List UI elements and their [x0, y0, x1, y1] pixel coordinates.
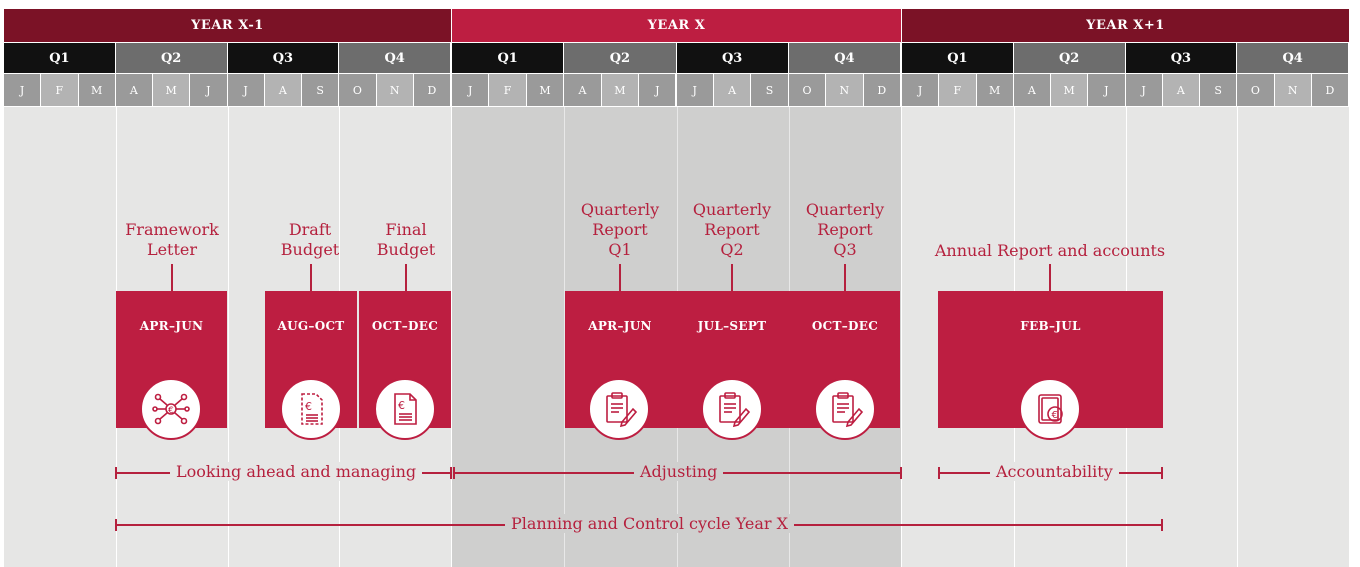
month-label: A — [713, 74, 751, 106]
month-label: J — [902, 74, 939, 106]
quarter-label: Q4 — [1237, 43, 1348, 73]
month-label: A — [115, 74, 152, 106]
quarter-label: Q1 — [4, 43, 115, 73]
label-quarterly-report-q1: Quarterly Report Q1 — [580, 200, 660, 259]
phase-accountability-end-tick — [1161, 467, 1163, 479]
quarter-label: Q2 — [115, 43, 227, 73]
month-label: A — [264, 74, 301, 106]
euro-document-icon: € — [280, 378, 342, 440]
month-label: J — [639, 74, 676, 106]
network-euro-icon: € — [140, 378, 202, 440]
phase-adjusting-label: Adjusting — [634, 462, 724, 481]
month-label: S — [302, 74, 339, 106]
label-framework-letter: Framework Letter — [125, 220, 219, 259]
month-label: F — [489, 74, 526, 106]
quarter-label: Q4 — [339, 43, 450, 73]
svg-text:€: € — [1052, 410, 1058, 421]
quarter-label: Q3 — [1125, 43, 1237, 73]
month-label: F — [41, 74, 78, 106]
month-label: M — [976, 74, 1013, 106]
connector-framework — [171, 264, 173, 291]
month-label: A — [564, 74, 601, 106]
month-label: J — [227, 74, 264, 106]
label-quarterly-report-q2: Quarterly Report Q2 — [692, 200, 772, 259]
quarter-label: Q1 — [452, 43, 564, 73]
month-label: J — [1088, 74, 1125, 106]
connector-annual — [1049, 264, 1051, 291]
box-label-jul-sept: JUL–SEPT — [697, 319, 767, 333]
month-label: J — [1125, 74, 1162, 106]
quarter-gridline — [564, 107, 566, 567]
clipboard-pen-icon — [588, 378, 650, 440]
clipboard-pen-icon — [814, 378, 876, 440]
quarter-gridline — [1237, 107, 1239, 567]
quarter-label: Q3 — [676, 43, 788, 73]
svg-text:€: € — [398, 399, 405, 412]
connector-qr2 — [731, 264, 733, 291]
box-label-apr-jun-1: APR–JUN — [139, 319, 204, 333]
phase-looking-ahead-label: Looking ahead and managing — [170, 462, 423, 481]
phase-ahead-end-tick — [450, 467, 452, 479]
month-label: D — [413, 74, 450, 106]
phase-accountability-label: Accountability — [990, 462, 1119, 481]
quarter-label: Q4 — [788, 43, 900, 73]
box-label-oct-dec-1: OCT–DEC — [371, 319, 439, 333]
month-label: M — [153, 74, 190, 106]
year-header-x-plus-1: YEAR X+1 — [902, 9, 1349, 42]
month-label: F — [939, 74, 976, 106]
svg-text:€: € — [168, 406, 174, 416]
month-label: J — [190, 74, 227, 106]
quarter-label: Q2 — [564, 43, 676, 73]
label-quarterly-report-q3: Quarterly Report Q3 — [805, 200, 885, 259]
month-label: O — [1237, 74, 1274, 106]
month-label: M — [601, 74, 639, 106]
quarter-label: Q2 — [1013, 43, 1125, 73]
month-label: N — [826, 74, 863, 106]
month-label: M — [526, 74, 564, 106]
box-label-apr-jun-2: APR–JUN — [588, 319, 652, 333]
cycle-label: Planning and Control cycle Year X — [505, 514, 794, 533]
month-label: N — [1274, 74, 1311, 106]
connector-final — [405, 264, 407, 291]
month-label: D — [863, 74, 900, 106]
box-label-oct-dec-2: OCT–DEC — [811, 319, 879, 333]
quarter-gridline — [227, 107, 229, 567]
label-draft-budget: Draft Budget — [280, 220, 340, 259]
month-label: A — [1013, 74, 1050, 106]
year-header-x-minus-1: YEAR X-1 — [4, 9, 451, 42]
month-label: D — [1311, 74, 1348, 106]
label-final-budget: Final Budget — [376, 220, 436, 259]
year-header-x: YEAR X — [452, 9, 901, 42]
month-label: J — [4, 74, 41, 106]
euro-document-icon: € — [374, 378, 436, 440]
connector-qr3 — [844, 264, 846, 291]
month-label: S — [1200, 74, 1237, 106]
month-label: A — [1162, 74, 1199, 106]
cycle-end-tick — [1161, 519, 1163, 531]
month-label: M — [1051, 74, 1088, 106]
box-label-feb-jul: FEB–JUL — [1020, 319, 1081, 333]
month-label: S — [751, 74, 788, 106]
quarter-label: Q3 — [227, 43, 339, 73]
connector-draft — [310, 264, 312, 291]
connector-qr1 — [619, 264, 621, 291]
clipboard-pen-icon — [701, 378, 763, 440]
label-annual-report: Annual Report and accounts — [934, 241, 1166, 260]
euro-binder-icon: € — [1019, 378, 1081, 440]
box-label-aug-oct: AUG–OCT — [277, 319, 345, 333]
month-label: O — [788, 74, 826, 106]
svg-text:€: € — [305, 400, 312, 413]
phase-adjusting-end-tick — [900, 467, 902, 479]
month-label: O — [339, 74, 376, 106]
month-label: N — [376, 74, 413, 106]
month-label: J — [452, 74, 489, 106]
month-label: J — [676, 74, 713, 106]
quarter-label: Q1 — [902, 43, 1013, 73]
month-label: M — [78, 74, 115, 106]
